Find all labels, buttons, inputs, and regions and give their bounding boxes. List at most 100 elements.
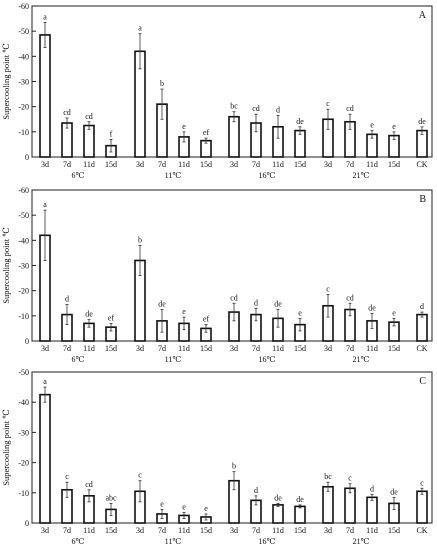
y-tick-label: -40 xyxy=(18,236,29,245)
significance-letter: d xyxy=(254,486,258,495)
significance-letter: de xyxy=(85,310,93,319)
x-tick-label: 11d xyxy=(366,160,378,169)
x-tick-label: 11d xyxy=(83,160,95,169)
y-tick-label: -40 xyxy=(18,398,29,407)
x-tick-label: 15d xyxy=(294,526,306,535)
x-tick-label: CK xyxy=(416,526,427,535)
x-tick-label: 7d xyxy=(252,526,260,535)
significance-letter: a xyxy=(138,24,142,33)
significance-letter: d xyxy=(370,484,374,493)
significance-letter: cd xyxy=(346,293,354,302)
group-label: 11℃ xyxy=(165,537,182,546)
x-tick-label: 3d xyxy=(324,344,332,353)
significance-letter: bc xyxy=(230,102,238,111)
y-tick-label: -30 xyxy=(18,262,29,271)
significance-letter: c xyxy=(326,99,330,108)
significance-letter: d xyxy=(420,302,424,311)
group-label: 6℃ xyxy=(72,537,85,546)
x-tick-label: 7d xyxy=(158,526,166,535)
x-tick-label: 7d xyxy=(346,526,354,535)
bar xyxy=(39,34,51,158)
significance-letter: de xyxy=(296,495,304,504)
x-tick-label: 11d xyxy=(178,160,190,169)
significance-letter: a xyxy=(43,200,47,209)
significance-letter: de xyxy=(418,117,426,126)
x-tick-label: 15d xyxy=(200,160,212,169)
y-tick-label: -10 xyxy=(18,489,29,498)
y-tick-label: -10 xyxy=(18,312,29,321)
x-tick-label: 3d xyxy=(41,526,49,535)
significance-letter: e xyxy=(182,307,186,316)
y-tick-label: -60 xyxy=(18,2,29,11)
panel-label: B xyxy=(419,194,426,205)
group-label: 16℃ xyxy=(259,355,276,364)
y-tick-label: 0 xyxy=(25,153,29,162)
significance-letter: de xyxy=(368,303,376,312)
significance-letter: c xyxy=(138,471,142,480)
significance-letter: bc xyxy=(324,472,332,481)
significance-letter: c xyxy=(420,478,424,487)
x-tick-label: 7d xyxy=(346,160,354,169)
significance-letter: e xyxy=(298,308,302,317)
bar xyxy=(416,313,428,342)
y-tick-label: -50 xyxy=(18,27,29,36)
x-tick-label: 15d xyxy=(388,344,400,353)
significance-letter: cd xyxy=(85,480,93,489)
y-tick-label: -30 xyxy=(18,78,29,87)
x-tick-label: 11d xyxy=(366,526,378,535)
bar xyxy=(272,504,284,524)
panel-label: A xyxy=(419,10,427,21)
x-tick-label: 3d xyxy=(230,160,238,169)
significance-letter: de xyxy=(158,300,166,309)
x-tick-label: CK xyxy=(416,160,427,169)
bar xyxy=(344,487,356,524)
significance-letter: cd xyxy=(63,108,71,117)
x-tick-label: 3d xyxy=(324,160,332,169)
y-axis-label: Supercooling point ℃ xyxy=(1,227,11,304)
y-tick-label: 0 xyxy=(25,337,29,346)
x-tick-label: 15d xyxy=(388,526,400,535)
x-tick-label: 7d xyxy=(346,344,354,353)
group-label: 21℃ xyxy=(353,355,370,364)
bar xyxy=(83,124,95,158)
x-tick-label: 3d xyxy=(136,526,144,535)
significance-letter: c xyxy=(65,472,69,481)
significance-letter: cd xyxy=(346,104,354,113)
x-tick-label: 11d xyxy=(272,344,284,353)
significance-letter: ef xyxy=(108,313,115,322)
x-tick-label: 3d xyxy=(41,160,49,169)
bar xyxy=(416,490,428,524)
bar xyxy=(322,485,334,524)
significance-letter: b xyxy=(232,462,236,471)
x-tick-label: 7d xyxy=(63,344,71,353)
x-tick-label: 7d xyxy=(158,344,166,353)
bar xyxy=(39,393,51,524)
group-label: 16℃ xyxy=(259,171,276,180)
group-label: 11℃ xyxy=(165,171,182,180)
y-tick-label: -10 xyxy=(18,128,29,137)
significance-letter: a xyxy=(43,12,47,21)
x-tick-label: 7d xyxy=(252,344,260,353)
x-tick-label: 3d xyxy=(230,526,238,535)
x-tick-label: 3d xyxy=(41,344,49,353)
significance-letter: b xyxy=(138,235,142,244)
x-tick-label: 15d xyxy=(294,160,306,169)
significance-letter: de xyxy=(274,493,282,502)
x-tick-label: 15d xyxy=(294,344,306,353)
significance-letter: de xyxy=(274,300,282,309)
y-tick-label: -20 xyxy=(18,103,29,112)
bar xyxy=(228,115,240,158)
x-tick-label: 11d xyxy=(83,344,95,353)
y-tick-label: -60 xyxy=(18,186,29,195)
significance-letter: de xyxy=(390,487,398,496)
significance-letter: cd xyxy=(85,112,93,121)
x-tick-label: 15d xyxy=(105,526,117,535)
group-label: 6℃ xyxy=(72,171,85,180)
significance-letter: abc xyxy=(105,493,117,502)
y-axis-label: Supercooling point ℃ xyxy=(1,43,11,120)
significance-letter: b xyxy=(160,79,164,88)
y-tick-label: -40 xyxy=(18,52,29,61)
significance-letter: a xyxy=(43,377,47,386)
significance-letter: e xyxy=(392,122,396,131)
x-tick-label: 15d xyxy=(200,344,212,353)
